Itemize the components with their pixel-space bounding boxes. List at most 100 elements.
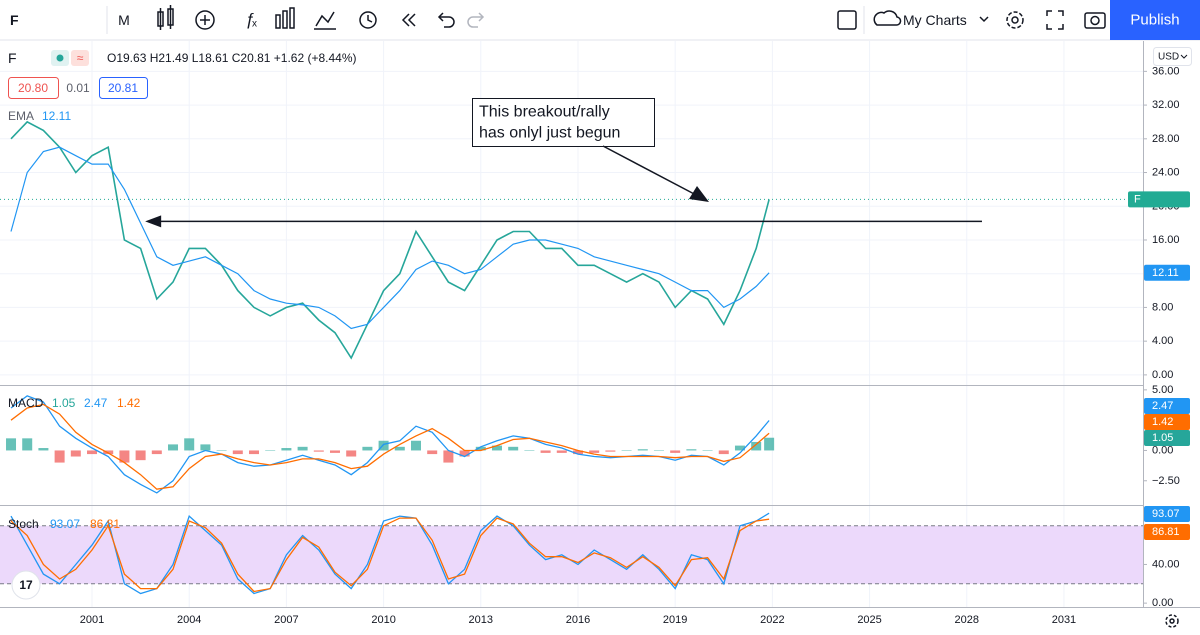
ema-legend-value: 12.11 [42,109,71,123]
svg-text:17: 17 [19,578,33,592]
d-line [10,517,770,593]
x-tick-label: 2019 [663,614,687,626]
x-tick-label: 2031 [1052,614,1076,626]
histogram-bar [702,450,713,451]
alert-button[interactable] [359,11,377,29]
stoch-band [0,525,1143,584]
macd-legend-macd: 2.47 [84,396,108,410]
ema-line [10,146,770,330]
histogram-bar [265,450,276,451]
value-label: 2.47 [1152,400,1173,412]
histogram-bar [232,450,243,455]
histogram-bar [508,446,519,451]
bid: 20.80 [18,81,48,95]
histogram-bar [362,446,373,451]
histogram-bar [119,450,130,463]
histogram-bar [168,444,179,451]
templates-button[interactable] [275,7,295,29]
x-tick-label: 2022 [760,614,784,626]
histogram-bar [556,450,567,453]
histogram-bar [87,450,98,455]
x-tick-label: 2025 [857,614,881,626]
y-tick-label: 8.00 [1152,301,1173,313]
arrowhead [689,186,709,202]
x-tick-label: 2001 [80,614,104,626]
histogram-bar [540,450,551,453]
symbol-label: F [1134,193,1141,205]
status-icon: ≈ [77,51,84,65]
x-tick-label: 2007 [274,614,298,626]
histogram-bar [653,450,664,451]
macd-legend-hist: 1.05 [52,396,76,410]
y-tick-label: 16.00 [1152,234,1180,246]
annotation-box[interactable] [472,98,655,147]
histogram-bar [329,450,340,453]
annotation-arrow [602,145,699,197]
histogram-bar [54,450,65,463]
annotation-line: This breakout/rally [479,104,610,121]
currency: USD [1158,52,1179,63]
histogram-bar [394,446,405,451]
currency-button[interactable] [1153,47,1192,66]
histogram-bar [249,450,259,455]
histogram-bar [200,444,211,451]
replay-button[interactable] [401,13,416,27]
histogram-bar [443,450,454,463]
stoch-legend-d: 86.81 [90,517,120,531]
value-box [1144,414,1190,430]
plot [0,120,1200,595]
histogram-bar [459,450,470,457]
histogram-bar [135,450,146,461]
dropdown-arrow [1180,54,1188,59]
k-line [10,512,770,595]
fullscreen-button[interactable] [1046,10,1064,30]
settings-button[interactable] [1165,614,1179,628]
y-tick-label: 0.00 [1152,597,1173,609]
compare-button[interactable] [195,10,215,30]
x-tick-label: 2013 [469,614,493,626]
value-label: 86.81 [1152,526,1180,538]
layout-button[interactable] [837,10,857,30]
signal-line [10,403,770,490]
undo-button[interactable] [437,12,455,28]
histogram-bar [313,450,324,452]
annotation-line: has onlyl just begun [479,125,620,142]
bid-box[interactable] [8,77,59,99]
histogram-bar [70,450,81,457]
snapshot-button[interactable] [1084,12,1106,29]
dropdown-arrow[interactable] [979,16,989,23]
candle-type-button[interactable] [157,5,174,30]
chart-style-button[interactable] [314,11,336,30]
x-tick-label: 2010 [371,614,395,626]
publish-button[interactable] [1110,0,1200,40]
histogram-bar [718,450,729,455]
y-tick-label: 24.00 [1152,167,1180,179]
publish-label: Publish [1130,12,1179,29]
y-tick-label: 4.00 [1152,335,1173,347]
histogram-bar [621,450,632,451]
x-tick-label: 2016 [566,614,590,626]
x-tick-label: 2004 [177,614,201,626]
value-label: 93.07 [1152,508,1180,520]
ask-box[interactable] [99,77,148,99]
macd-line [10,395,770,494]
symbol-button[interactable]: F [10,12,19,28]
my-charts-button[interactable]: My Charts [903,12,967,28]
settings-button[interactable] [1006,11,1024,29]
cloud-icon [873,10,902,26]
x-tick-label: 2028 [955,614,979,626]
histogram-bar [297,446,308,451]
macd-legend-signal: 1.42 [117,396,141,410]
y-tick-label: 0.00 [1152,369,1173,381]
legend-ohlc: O19.63 H21.49 L18.61 C20.81 +1.62 (+8.44… [107,51,357,65]
spread: 0.01 [66,81,90,95]
histogram-bar [38,448,49,451]
redo-button[interactable] [467,12,485,28]
histogram-bar [491,445,502,451]
macd-legend-name: MACD [8,396,44,410]
y-tick-label: 28.00 [1152,133,1180,145]
histogram-bar [22,438,33,451]
histogram-bar [572,450,583,455]
indicators-button[interactable]: ƒx [245,10,257,30]
interval-button[interactable]: M [118,12,130,28]
